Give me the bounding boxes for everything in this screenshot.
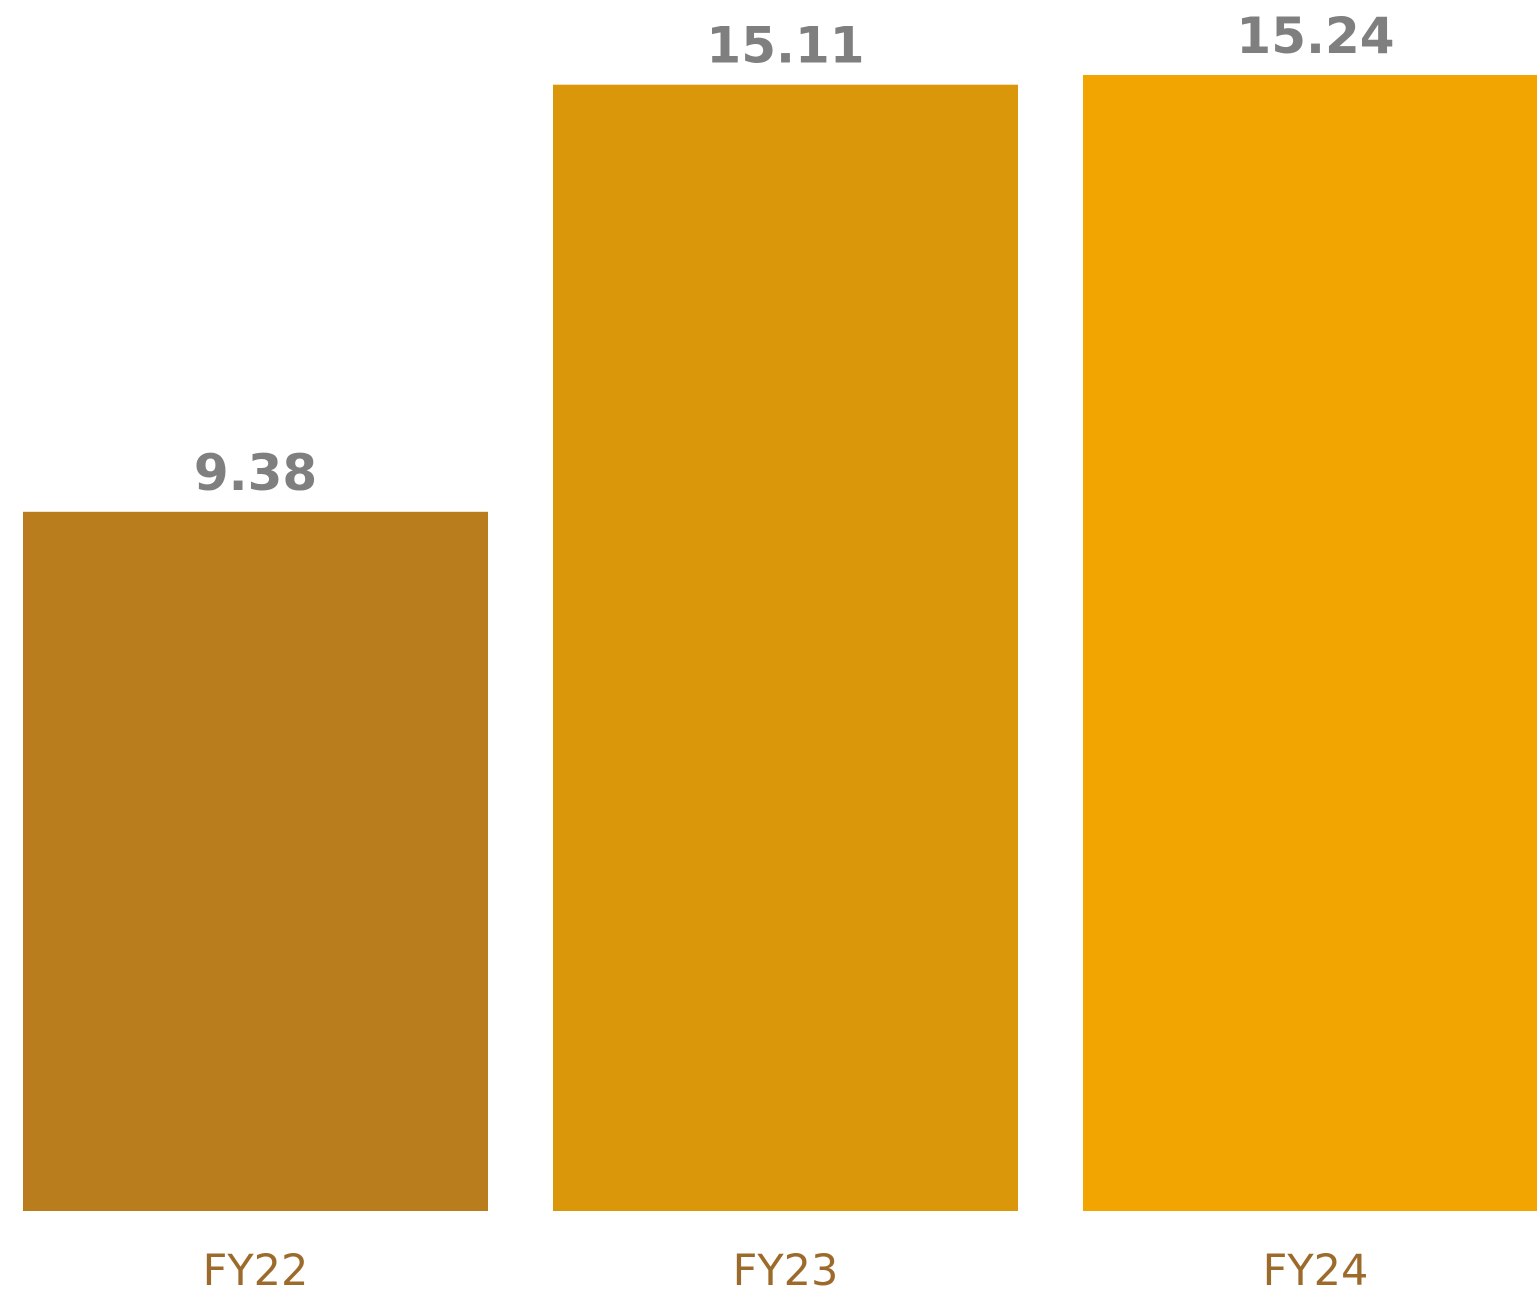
bar-fy23 bbox=[553, 84, 1018, 1211]
bar-fy24 bbox=[1083, 75, 1537, 1211]
value-labels-group: 9.38 15.11 15.24 bbox=[194, 7, 1395, 502]
category-labels-group: FY22 FY23 FY24 bbox=[203, 1246, 1369, 1295]
data-label-fy22: 9.38 bbox=[194, 444, 317, 502]
bars-group bbox=[23, 75, 1537, 1211]
data-label-fy23: 15.11 bbox=[706, 17, 864, 75]
bar-fy22 bbox=[23, 511, 488, 1211]
category-label-fy22: FY22 bbox=[203, 1246, 309, 1295]
data-label-fy24: 15.24 bbox=[1236, 7, 1394, 65]
category-label-fy24: FY24 bbox=[1263, 1246, 1369, 1295]
category-label-fy23: FY23 bbox=[733, 1246, 839, 1295]
